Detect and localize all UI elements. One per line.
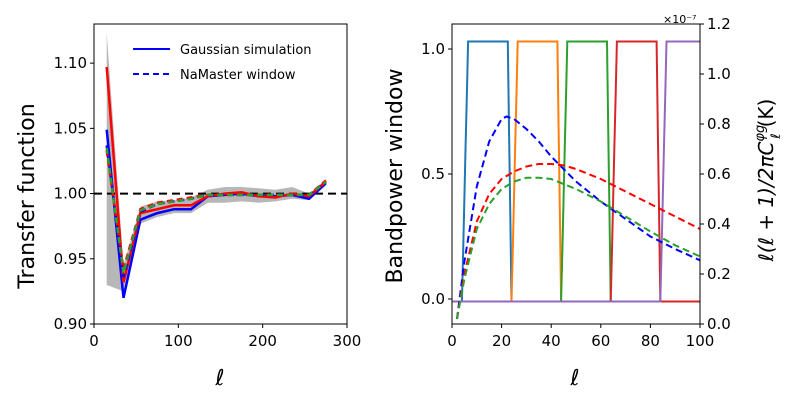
legend: Gaussian simulation NaMaster window <box>124 34 340 89</box>
window-5 <box>452 40 700 303</box>
legend-label-simulation: Gaussian simulation <box>180 43 312 58</box>
left-axes: 0 100 200 300 0.90 0.95 1.00 1.05 1.10 <box>54 23 362 350</box>
right-y-tick-label: 0.0 <box>707 315 731 333</box>
x-tick-label: 0 <box>89 332 99 350</box>
x-tick-label: 300 <box>333 332 362 350</box>
spectrum-2 <box>456 176 701 320</box>
x-tick-label: 0 <box>447 332 457 350</box>
right-secondary-y-label: ℓ(ℓ + 1)/2πCφgℓ(K) <box>753 99 784 263</box>
x-tick-label: 200 <box>248 332 277 350</box>
y-tick-label: 0.5 <box>421 165 445 183</box>
x-tick-label: 100 <box>164 332 193 350</box>
legend-label-namaster: NaMaster window <box>180 68 296 83</box>
y-tick-label: 0.95 <box>54 250 87 268</box>
y-tick-label: 0.90 <box>54 315 87 333</box>
spectrum-0 <box>456 115 701 320</box>
right-axis-multiplier: ×10⁻⁷ <box>663 13 696 26</box>
x-tick-label: 20 <box>492 332 511 350</box>
y-tick-label: 1.05 <box>54 119 87 137</box>
series-line-4 <box>105 147 327 274</box>
right-y-tick-label: 0.6 <box>707 165 731 183</box>
right-axes: 0 20 40 60 80 1000.00.51.00.00.20.40.60.81.01… <box>421 15 731 350</box>
left-y-label: Transfer function <box>15 103 40 289</box>
spectra-layer <box>456 115 701 320</box>
x-tick-label: 40 <box>542 332 561 350</box>
right-y-tick-label: 0.2 <box>707 265 731 283</box>
x-tick-label: 60 <box>591 332 610 350</box>
window-layer <box>452 40 700 303</box>
series-layer <box>105 66 327 299</box>
legend-frame <box>124 34 340 89</box>
y-tick-label: 1.10 <box>54 54 87 72</box>
y-tick-label: 0.0 <box>421 290 445 308</box>
right-y-tick-label: 0.8 <box>707 115 731 133</box>
left-x-label: ℓ <box>214 366 224 391</box>
right-y-tick-label: 1.2 <box>707 15 731 33</box>
plot-frame <box>93 23 348 325</box>
right-y-tick-label: 0.4 <box>707 215 731 233</box>
spectrum-1 <box>456 163 701 320</box>
right-y-tick-label: 1.0 <box>707 65 731 83</box>
right-y-label: Bandpower window <box>383 69 408 284</box>
x-tick-label: 100 <box>686 332 715 350</box>
y-tick-label: 1.0 <box>421 40 445 58</box>
series-line-1 <box>105 66 327 283</box>
left-chart: 0 100 200 300 0.90 0.95 1.00 1.05 1.10 ℓ Transfe… <box>15 23 362 391</box>
right-chart: 0 20 40 60 80 1000.00.51.00.00.20.40.60.81.01… <box>383 13 784 391</box>
x-tick-label: 80 <box>641 332 660 350</box>
y-tick-label: 1.00 <box>54 185 87 203</box>
right-x-label: ℓ <box>569 366 579 391</box>
